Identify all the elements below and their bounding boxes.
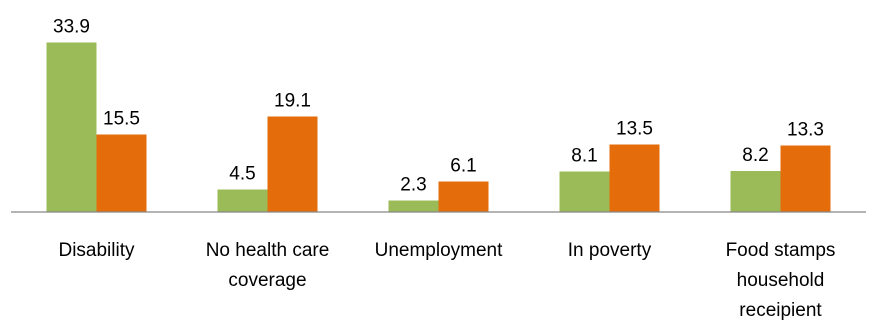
category-label-line: In poverty: [568, 240, 652, 261]
bar-series2-cat2: [267, 116, 318, 212]
bar-series1-cat2: [217, 189, 268, 212]
category-label-4: In poverty: [568, 240, 652, 261]
value-label-series2-cat4: 13.5: [616, 119, 653, 140]
bar-series2-cat4: [609, 144, 660, 212]
bar-series2-cat1: [96, 134, 147, 212]
category-label-line: Disability: [58, 240, 135, 261]
value-label-series2-cat5: 13.3: [787, 120, 824, 141]
category-label-line: household: [737, 270, 825, 291]
value-label-series1-cat3: 2.3: [400, 175, 426, 196]
category-label-2: No health care coverage: [206, 240, 330, 291]
bar-series1-cat5: [730, 171, 781, 212]
bar-series2-cat5: [780, 145, 831, 212]
value-label-series2-cat1: 15.5: [103, 109, 140, 130]
category-label-line: receipient: [739, 300, 822, 321]
category-label-line: Unemployment: [375, 240, 503, 261]
value-label-series1-cat1: 33.9: [53, 17, 90, 38]
value-label-series1-cat4: 8.1: [571, 146, 597, 167]
bar-series1-cat3: [388, 200, 439, 212]
category-label-1: Disability: [58, 240, 135, 261]
category-label-5: Food stamps household receipient: [726, 240, 836, 321]
bar-series1-cat1: [46, 42, 97, 212]
bars-layer: [46, 42, 831, 212]
value-label-series1-cat5: 8.2: [742, 145, 768, 166]
value-label-series1-cat2: 4.5: [229, 164, 255, 185]
category-labels-layer: Disability No health care coverage Unemploy…: [58, 240, 835, 321]
bar-series1-cat4: [559, 171, 610, 212]
value-label-series2-cat3: 6.1: [450, 156, 476, 177]
value-labels-layer: 33.9 15.5 4.5 19.1 2.3 6.1 8.1 13.5 8.2 13.3: [53, 17, 824, 196]
category-label-line: Food stamps: [726, 240, 836, 261]
category-label-line: coverage: [228, 270, 306, 291]
category-label-line: No health care: [206, 240, 330, 261]
bar-series2-cat3: [438, 181, 489, 212]
category-label-3: Unemployment: [375, 240, 503, 261]
value-label-series2-cat2: 19.1: [274, 91, 311, 112]
